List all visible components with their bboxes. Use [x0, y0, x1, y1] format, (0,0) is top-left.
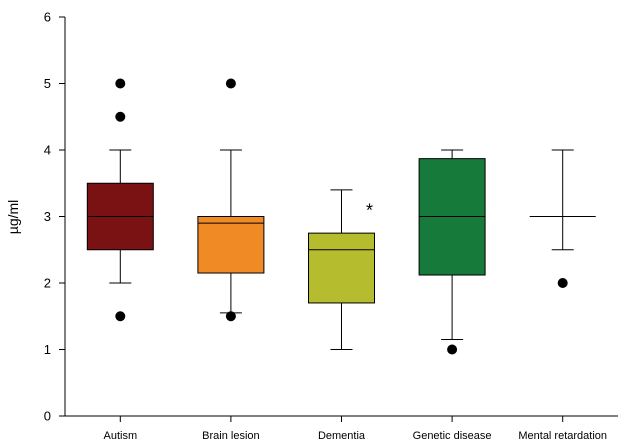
y-tick-label: 4 [44, 143, 51, 158]
box-autism [86, 78, 154, 322]
x-tick-label: Dementia [318, 430, 366, 442]
outlier-point [115, 78, 126, 89]
y-tick-label: 1 [44, 342, 51, 357]
y-tick-labels: 0 1 2 3 4 5 6 [44, 10, 51, 424]
x-tick-labels: Autism Brain lesion Dementia Genetic diseas… [103, 430, 607, 442]
x-tick-label: Brain lesion [202, 430, 259, 442]
annotations: * [366, 201, 373, 221]
y-axis-title: µg/ml [5, 200, 21, 235]
axes [59, 16, 618, 422]
x-tick-label: Genetic disease [413, 430, 492, 442]
box-series [86, 78, 596, 355]
x-tick-label: Mental retardation [518, 430, 607, 442]
outlier-point [557, 278, 568, 288]
box-body [197, 216, 265, 274]
outlier-point [115, 311, 126, 322]
y-tick-label: 2 [44, 276, 51, 291]
y-tick-label: 5 [44, 76, 51, 91]
y-tick-label: 3 [44, 209, 51, 224]
y-tick-label: 6 [44, 10, 51, 25]
box-genetic-disease [418, 149, 486, 355]
box-dementia [308, 189, 375, 350]
outlier-point [225, 78, 236, 89]
box-body [308, 232, 375, 304]
outlier-point [115, 111, 126, 122]
box-brain-lesion [197, 78, 265, 322]
box-mental-retardation [529, 149, 596, 288]
outlier-point [225, 311, 236, 322]
y-tick-label: 0 [44, 409, 51, 424]
annotation-asterisk: * [366, 201, 373, 221]
x-tick-label: Autism [103, 430, 137, 442]
outlier-point [447, 344, 458, 355]
